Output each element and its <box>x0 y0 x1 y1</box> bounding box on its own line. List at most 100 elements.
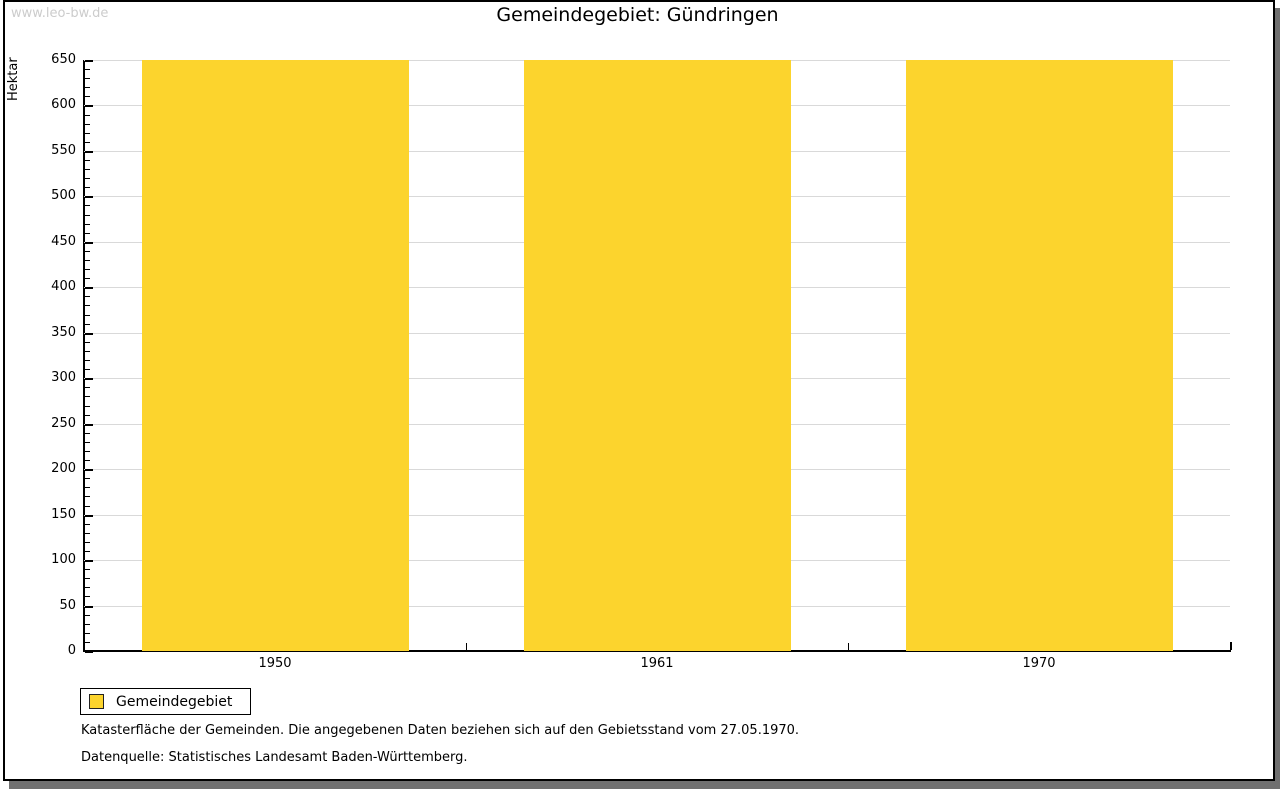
y-axis-tick <box>85 315 90 316</box>
y-axis-tick <box>85 333 93 335</box>
y-axis-tick <box>85 451 90 452</box>
y-axis-tick <box>85 633 90 634</box>
y-axis-tick <box>85 78 90 79</box>
y-axis-tick <box>85 187 90 188</box>
y-axis-tick <box>85 624 90 625</box>
x-axis-tick <box>848 643 849 650</box>
y-axis-tick <box>85 160 90 161</box>
y-axis-tick-label: 600 <box>51 97 76 112</box>
y-axis-tick-label: 50 <box>59 598 76 613</box>
legend: Gemeindegebiet <box>80 688 252 715</box>
y-axis-tick <box>85 360 90 361</box>
y-axis-title: Hektar <box>6 57 21 101</box>
y-axis-tick <box>85 496 90 497</box>
y-axis-tick <box>85 305 90 306</box>
y-axis-tick <box>85 196 93 198</box>
y-axis-tick <box>85 387 90 388</box>
bar-1950 <box>142 60 409 651</box>
y-axis-tick-label: 650 <box>51 52 76 67</box>
y-axis-tick-label: 350 <box>51 325 76 340</box>
y-axis-tick <box>85 506 90 507</box>
y-axis-tick-label: 300 <box>51 370 76 385</box>
y-axis-tick <box>85 215 90 216</box>
y-axis-tick <box>85 424 93 426</box>
y-axis-line <box>83 60 85 652</box>
y-axis-tick <box>85 524 90 525</box>
y-axis-tick <box>85 178 90 179</box>
y-axis-tick <box>85 560 93 562</box>
y-axis-tick <box>85 515 93 517</box>
x-axis-category-label: 1970 <box>1022 656 1056 671</box>
y-axis-tick-label: 200 <box>51 461 76 476</box>
y-axis-tick <box>85 442 90 443</box>
y-axis-tick-label: 100 <box>51 552 76 567</box>
x-axis-tick <box>466 643 467 650</box>
y-axis-tick <box>85 615 90 616</box>
y-axis-tick <box>85 533 90 534</box>
y-axis-tick <box>85 351 90 352</box>
y-axis-tick <box>85 133 90 134</box>
y-axis-tick <box>85 642 90 643</box>
y-axis-tick <box>85 578 90 579</box>
y-axis-tick <box>85 606 93 608</box>
y-axis-tick <box>85 251 90 252</box>
y-axis-tick <box>85 96 90 97</box>
footnote-line2: Datenquelle: Statistisches Landesamt Bad… <box>81 750 468 765</box>
y-axis-tick <box>85 478 90 479</box>
y-axis-tick <box>85 342 90 343</box>
y-axis-tick <box>85 142 90 143</box>
bar-1970 <box>906 60 1173 651</box>
y-axis-tick <box>85 469 93 471</box>
x-axis-category-label: 1961 <box>640 656 674 671</box>
y-axis-tick <box>85 60 93 62</box>
y-axis-tick-label: 500 <box>51 188 76 203</box>
legend-label: Gemeindegebiet <box>116 693 233 710</box>
y-axis-tick <box>85 151 93 153</box>
y-axis-tick <box>85 569 90 570</box>
y-axis-tick <box>85 224 90 225</box>
y-axis-tick <box>85 587 90 588</box>
footnote-line1: Katasterfläche der Gemeinden. Die angege… <box>81 723 800 738</box>
y-axis-tick <box>85 542 90 543</box>
y-axis-tick <box>85 369 90 370</box>
bar-1961 <box>524 60 791 651</box>
x-axis-line <box>83 650 1231 652</box>
y-axis-tick <box>85 396 90 397</box>
y-axis-tick <box>85 596 90 597</box>
y-axis-tick <box>85 551 90 552</box>
y-axis-tick-label: 150 <box>51 507 76 522</box>
watermark: www.leo-bw.de <box>11 6 109 21</box>
y-axis-tick-label: 0 <box>67 643 76 658</box>
y-axis-tick <box>85 460 90 461</box>
y-axis-tick <box>85 105 93 107</box>
legend-swatch <box>89 694 104 709</box>
y-axis-tick <box>85 296 90 297</box>
y-axis-tick <box>85 69 90 70</box>
y-axis-tick <box>85 269 90 270</box>
y-axis-tick <box>85 324 90 325</box>
y-axis-tick <box>85 378 93 380</box>
y-axis-tick <box>85 487 90 488</box>
x-axis-tick <box>1230 642 1232 650</box>
y-axis-tick-label: 550 <box>51 143 76 158</box>
y-axis-tick-label: 450 <box>51 234 76 249</box>
y-axis-tick <box>85 260 90 261</box>
y-axis-tick <box>85 169 90 170</box>
y-axis-tick <box>85 233 90 234</box>
y-axis-tick-label: 400 <box>51 279 76 294</box>
y-axis-tick <box>85 415 90 416</box>
y-axis-tick <box>85 87 90 88</box>
y-axis-tick-label: 250 <box>51 416 76 431</box>
y-axis-tick <box>85 406 90 407</box>
y-axis-tick <box>85 287 93 289</box>
y-axis-tick <box>85 651 93 653</box>
y-axis-tick <box>85 124 90 125</box>
y-axis-tick <box>85 278 90 279</box>
x-axis-category-label: 1950 <box>258 656 292 671</box>
y-axis-tick <box>85 205 90 206</box>
chart-title: Gemeindegebiet: Gündringen <box>496 4 779 26</box>
y-axis-tick <box>85 115 90 116</box>
y-axis-tick <box>85 242 93 244</box>
y-axis-tick <box>85 433 90 434</box>
